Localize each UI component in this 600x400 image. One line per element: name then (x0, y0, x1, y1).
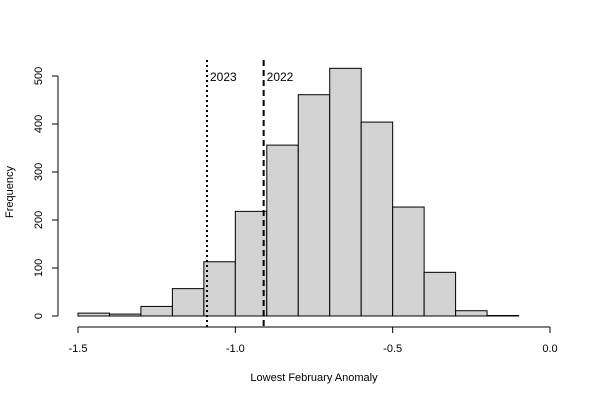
y-tick-label: 500 (33, 67, 45, 85)
histogram-bar (329, 67, 362, 317)
histogram-bar (297, 94, 331, 317)
histogram-bars (77, 67, 520, 317)
histogram-bar (423, 271, 457, 317)
histogram-bar (234, 210, 268, 317)
x-axis-title: Lowest February Anomaly (250, 372, 378, 384)
x-tick-label: -1.0 (226, 343, 245, 355)
histogram-bar (455, 310, 488, 317)
x-tick-label: -0.5 (383, 343, 402, 355)
y-tick-label: 400 (33, 115, 45, 133)
y-tick-label: 100 (33, 259, 45, 277)
histogram-bar (266, 144, 299, 317)
y-tick-label: 200 (33, 211, 45, 229)
histogram-bar (360, 121, 394, 317)
y-tick-label: 0 (33, 313, 45, 319)
histogram-bar (392, 206, 425, 317)
y-tick-label: 300 (33, 163, 45, 181)
x-tick-label: -1.5 (69, 343, 88, 355)
x-axis: -1.5 -1.0 -0.5 0.0 (69, 326, 558, 355)
reference-line-label: 2022 (267, 70, 294, 84)
histogram-bar (171, 288, 205, 317)
histogram-bar (108, 313, 142, 317)
histogram-bar (140, 305, 173, 317)
y-axis-title: Frequency (4, 166, 16, 218)
x-tick-label: 0.0 (542, 343, 557, 355)
reference-lines: 2023 2022 (206, 60, 294, 327)
histogram-bar (203, 261, 236, 317)
y-axis: 0 100 200 300 400 500 (33, 67, 59, 319)
histogram-bar (77, 312, 110, 317)
reference-line-label: 2023 (210, 70, 237, 84)
